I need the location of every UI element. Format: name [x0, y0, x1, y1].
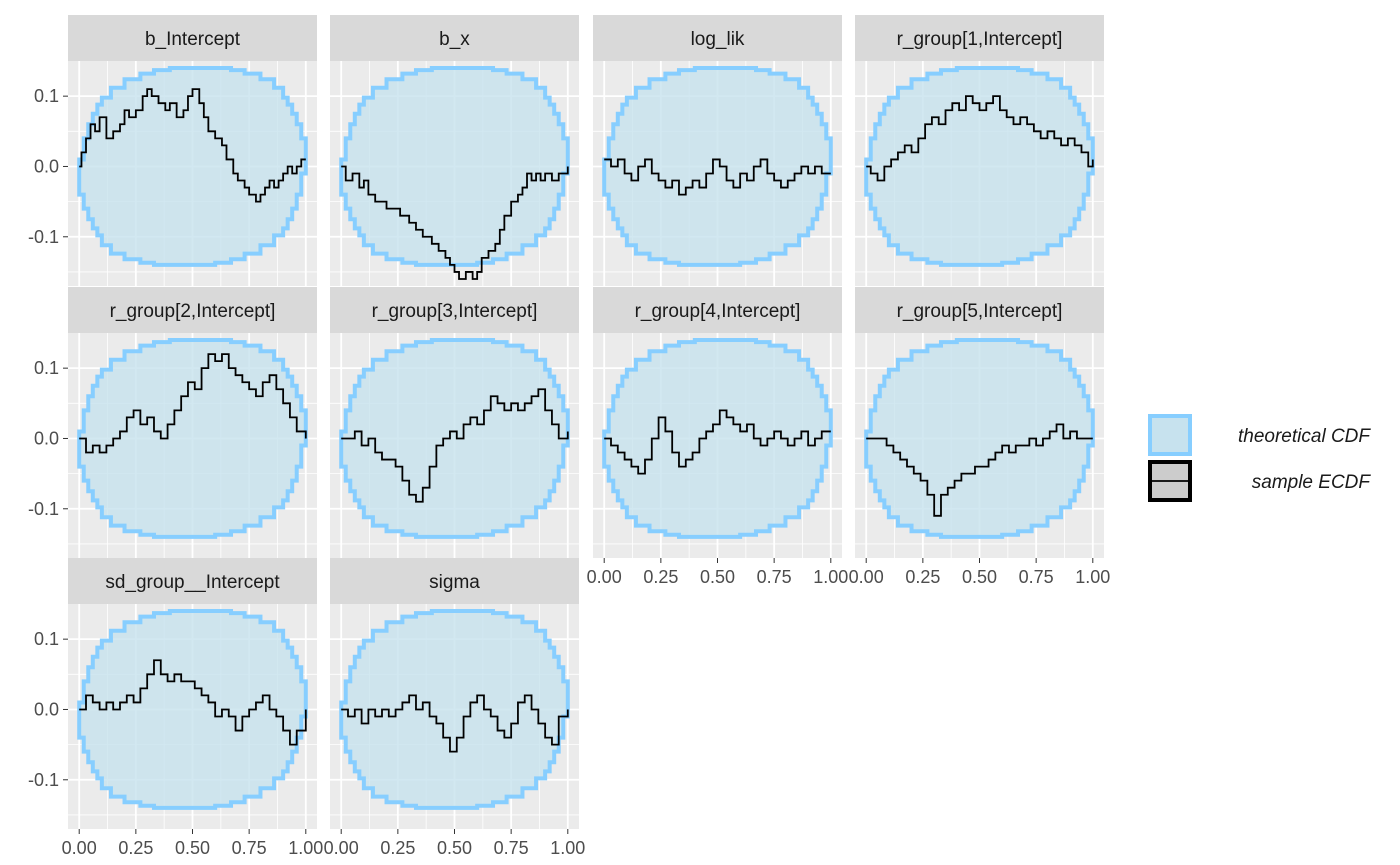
facet-title: r_group[2,Intercept] [110, 301, 276, 322]
legend-key-theoretical-cdf: theoretical CDF [1148, 414, 1371, 456]
x-tick-label: 0.75 [232, 838, 267, 858]
x-tick-label: 0.75 [757, 567, 792, 587]
theoretical-cdf-band [864, 338, 1095, 539]
facet-title: r_group[1,Intercept] [897, 29, 1063, 50]
facet-title: r_group[5,Intercept] [897, 301, 1063, 322]
x-tick-label: 0.50 [175, 838, 210, 858]
legend-label-sample-ecdf: sample ECDF [1252, 472, 1372, 493]
legend: theoretical CDF sample ECDF [1148, 414, 1372, 502]
sample-ecdf-line [79, 88, 306, 203]
facet-title: r_group[3,Intercept] [372, 301, 538, 322]
x-tick-label: 1.00 [813, 567, 848, 587]
x-tick-label: 0.00 [324, 838, 359, 858]
legend-label-theoretical-cdf: theoretical CDF [1238, 426, 1371, 447]
y-tick-label: 0.0 [34, 156, 59, 176]
facet-panel: log_lik [593, 15, 842, 286]
facet-strip [68, 287, 317, 333]
sample-ecdf-line [341, 694, 569, 753]
x-tick-label: 0.00 [587, 567, 622, 587]
y-tick-label: 0.1 [34, 629, 59, 649]
facet-panel: r_group[3,Intercept] [330, 287, 579, 558]
y-tick-label: -0.1 [28, 499, 59, 519]
x-tick-label: 0.25 [905, 567, 940, 587]
facet-panel: sigma 0.00 0.25 0.50 0.75 1.00 [324, 558, 585, 858]
legend-band-swatch [1148, 414, 1192, 456]
x-tick-label: 0.00 [849, 567, 884, 587]
theoretical-cdf-band [339, 66, 570, 267]
facet-strip [68, 558, 317, 604]
sample-ecdf-line [604, 158, 831, 196]
facet-title: r_group[4,Intercept] [635, 301, 801, 322]
facet-panel: b_x [330, 15, 579, 286]
x-tick-label: 1.00 [550, 838, 585, 858]
y-tick-label: 0.0 [34, 428, 59, 448]
facet-title: b_x [439, 29, 470, 50]
facet-strip [593, 287, 842, 333]
legend-key-sample-ecdf: sample ECDF [1148, 460, 1372, 502]
y-tick-label: 0.1 [34, 358, 59, 378]
facet-panel: sd_group__Intercept -0.1 0.0 0.1 0.00 0.25 0.5… [28, 558, 323, 858]
sample-ecdf-line [341, 388, 569, 503]
facet-title: sigma [429, 572, 480, 593]
facet-panel: r_group[1,Intercept] [855, 15, 1104, 286]
facet-panel: r_group[5,Intercept] 0.00 0.25 0.50 0.75 1.00 [849, 287, 1110, 587]
theoretical-cdf-band [864, 66, 1095, 267]
facet-title: b_Intercept [145, 29, 241, 50]
facet-title: log_lik [691, 29, 745, 50]
theoretical-cdf-band [77, 66, 308, 267]
x-tick-label: 0.25 [118, 838, 153, 858]
facet-panel: b_Intercept -0.1 0.0 0.1 [28, 15, 317, 286]
sample-ecdf-line [79, 659, 307, 746]
theoretical-cdf-band [602, 338, 833, 539]
sample-ecdf-line [79, 353, 307, 454]
panels-layer: b_Intercept -0.1 0.0 0.1 b_x log_lik r_group[1… [28, 15, 1110, 858]
facet-strip [330, 287, 579, 333]
x-tick-label: 0.50 [700, 567, 735, 587]
y-tick-label: -0.1 [28, 227, 59, 247]
sample-ecdf-line [866, 423, 1093, 517]
facet-strip [68, 15, 317, 61]
facet-panel: r_group[2,Intercept] -0.1 0.0 0.1 [28, 287, 317, 558]
facet-strip [330, 15, 579, 61]
x-tick-label: 0.25 [643, 567, 678, 587]
x-tick-label: 0.75 [494, 838, 529, 858]
x-tick-label: 1.00 [288, 838, 323, 858]
sample-ecdf-line [604, 409, 831, 475]
x-tick-label: 1.00 [1075, 567, 1110, 587]
facet-panel: r_group[4,Intercept] 0.00 0.25 0.50 0.75 1.00 [587, 287, 848, 587]
x-tick-label: 0.50 [437, 838, 472, 858]
y-tick-label: -0.1 [28, 770, 59, 790]
y-tick-label: 0.0 [34, 699, 59, 719]
facet-strip [855, 15, 1104, 61]
x-tick-label: 0.25 [380, 838, 415, 858]
sample-ecdf-line [341, 165, 569, 280]
theoretical-cdf-band [339, 338, 570, 539]
facet-strip [855, 287, 1104, 333]
x-tick-label: 0.50 [962, 567, 997, 587]
y-tick-label: 0.1 [34, 86, 59, 106]
facet-title: sd_group__Intercept [105, 572, 280, 593]
facet-strip [593, 15, 842, 61]
x-tick-label: 0.00 [62, 838, 97, 858]
x-tick-label: 0.75 [1019, 567, 1054, 587]
sample-ecdf-line [866, 95, 1094, 182]
facet-strip [330, 558, 579, 604]
